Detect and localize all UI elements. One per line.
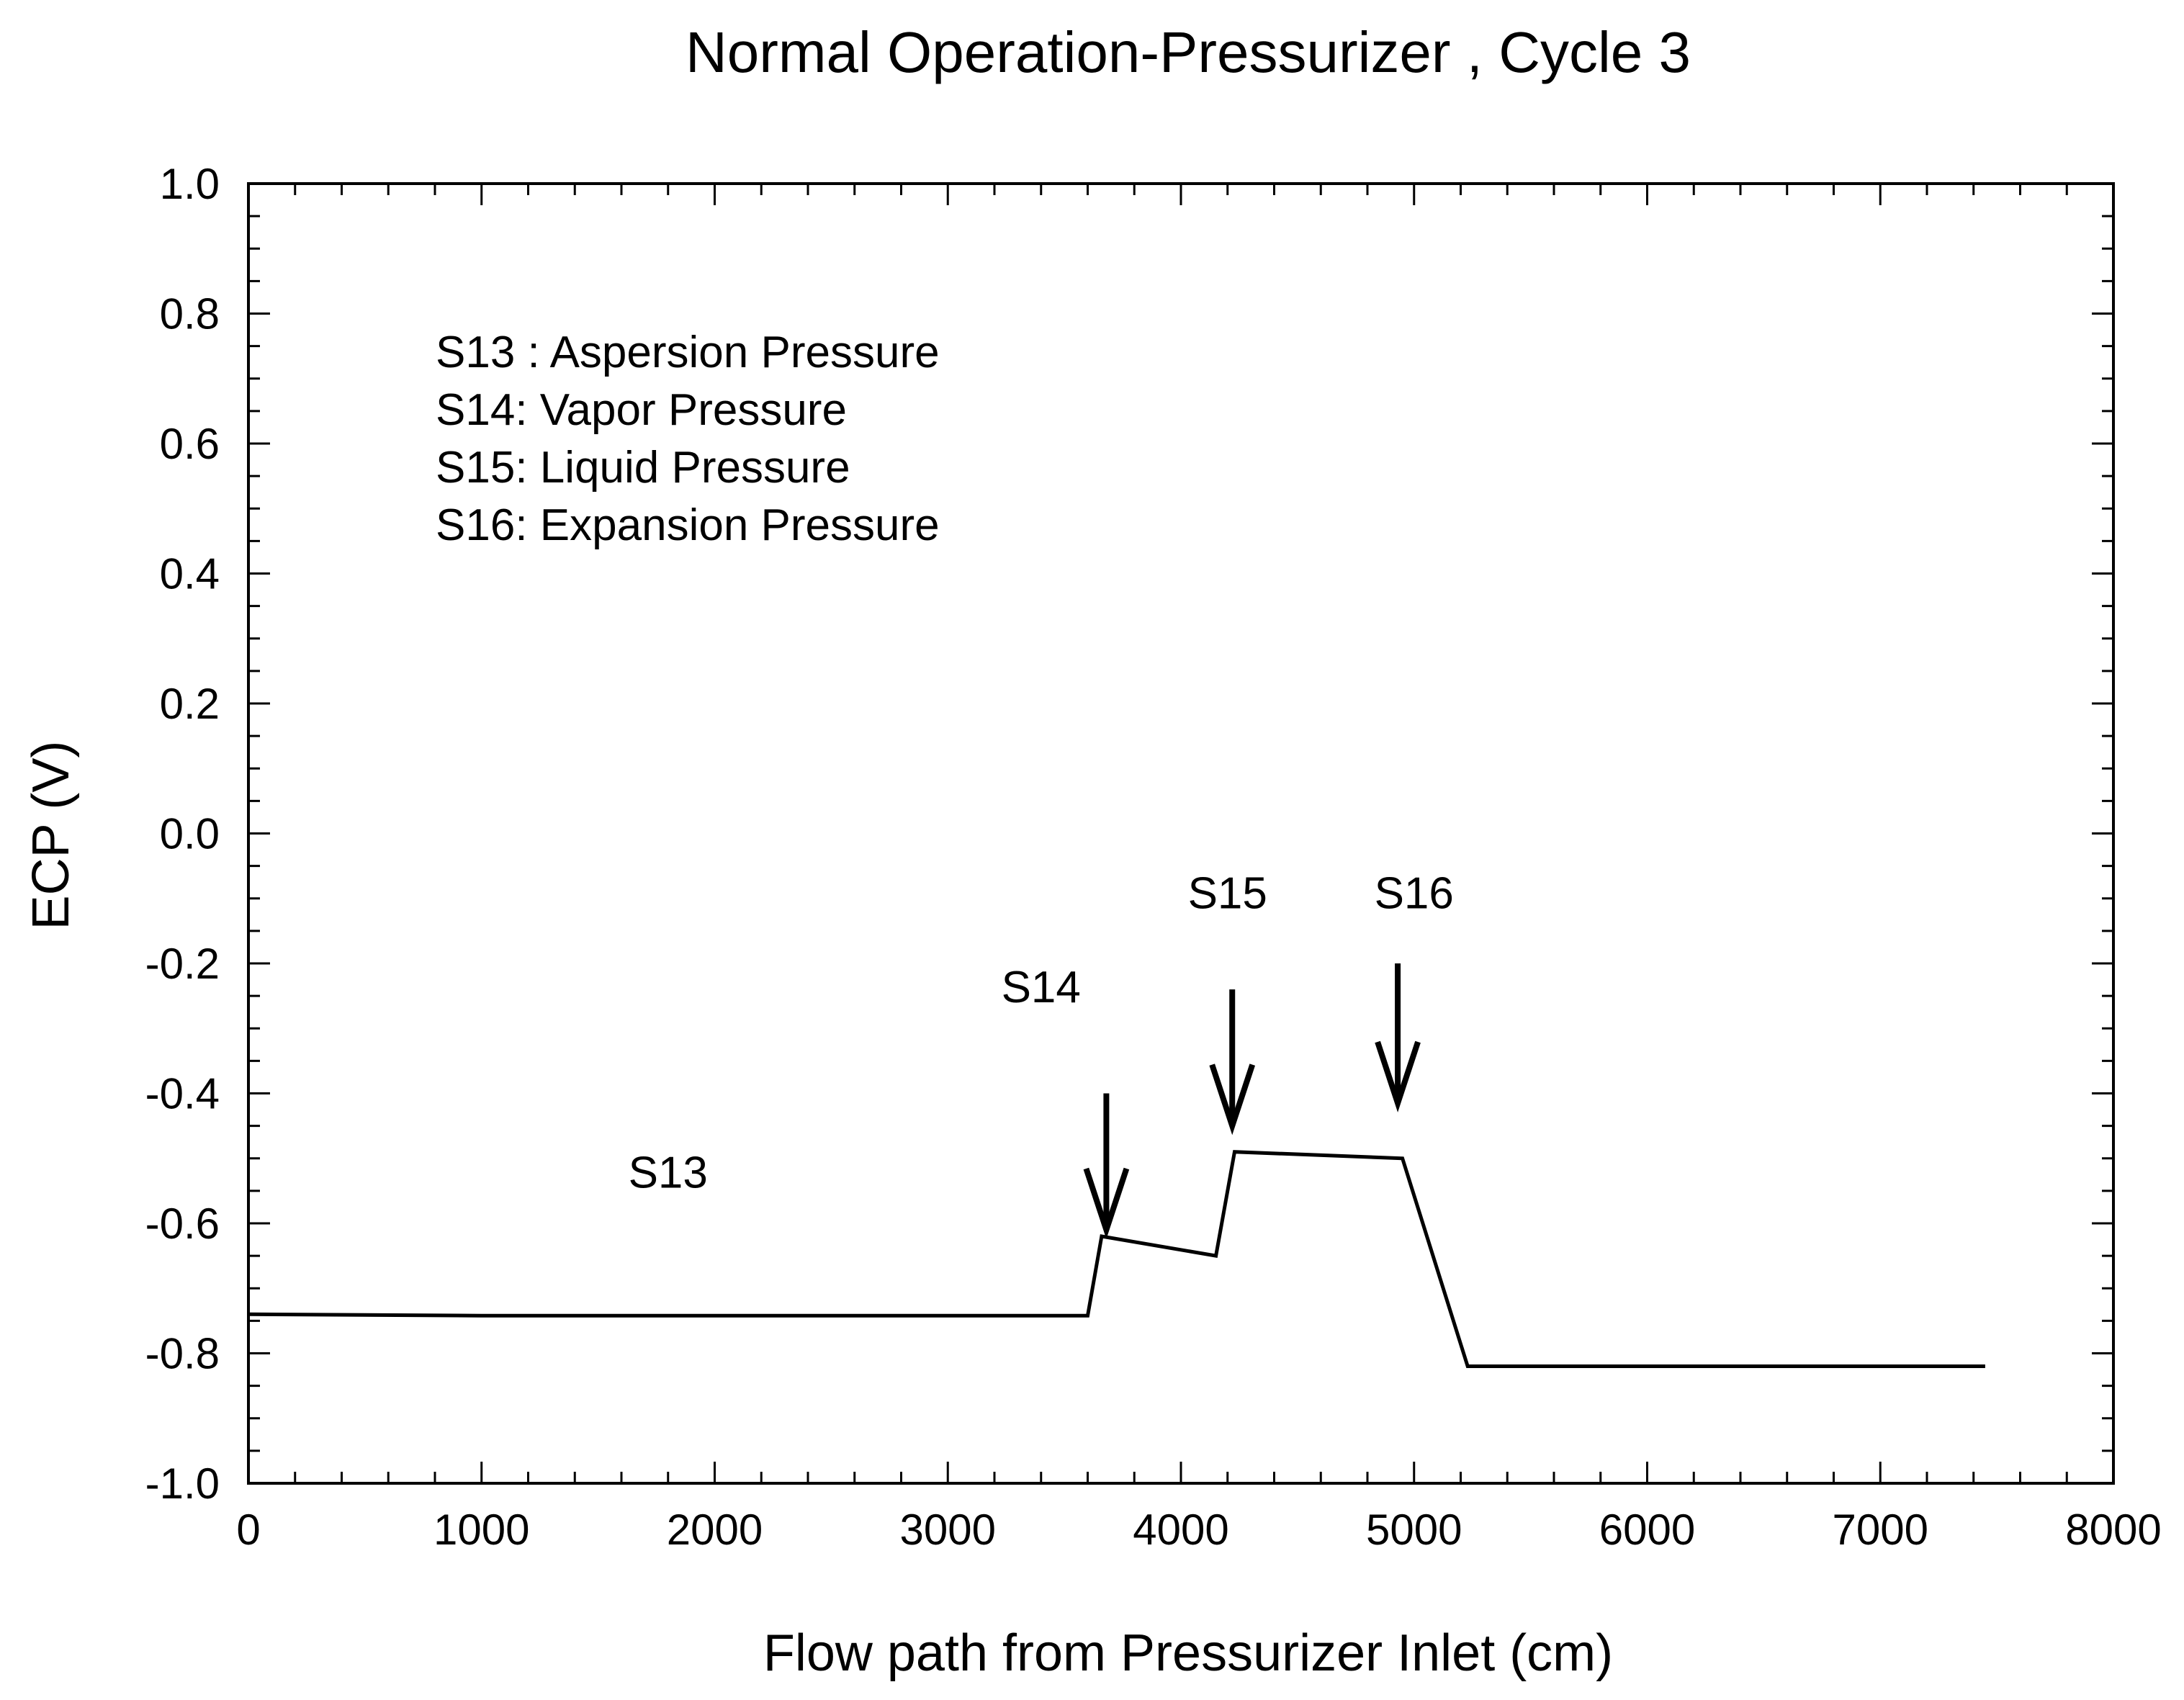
x-tick-label: 4000 xyxy=(1133,1506,1228,1554)
legend: S13 : Aspersion Pressure S14: Vapor Press… xyxy=(436,328,940,550)
y-tick-label: 0.2 xyxy=(160,680,220,728)
axis-ticks: 0 1000 2000 3000 4000 5000 6000 7000 8000 1.0 0.8 0… xyxy=(145,160,2162,1554)
legend-entry: S14: Vapor Pressure xyxy=(436,385,847,435)
y-tick-label: 0.4 xyxy=(160,550,220,598)
arrow-head-s14 xyxy=(1083,1167,1130,1239)
series-line-ecp xyxy=(248,1150,1985,1368)
x-tick-label: 5000 xyxy=(1366,1506,1462,1554)
y-tick-label: -1.0 xyxy=(145,1460,220,1508)
y-tick-label: 0.8 xyxy=(160,290,220,338)
annotation-label-s15: S15 xyxy=(1188,868,1267,918)
plot-frame xyxy=(247,182,2115,1485)
x-tick-label: 0 xyxy=(236,1506,260,1554)
annotation-label-s14: S14 xyxy=(1002,963,1081,1012)
y-tick-label: 0.6 xyxy=(160,420,220,468)
y-tick-label: 0.0 xyxy=(160,810,220,858)
x-tick-label: 1000 xyxy=(433,1506,529,1554)
x-tick-label: 6000 xyxy=(1599,1506,1695,1554)
series-layer xyxy=(248,1150,1985,1368)
plot-frame-rect xyxy=(247,182,2115,1485)
x-tick-label: 2000 xyxy=(667,1506,763,1554)
legend-entry: S16: Expansion Pressure xyxy=(436,500,940,550)
y-tick-label: -0.6 xyxy=(145,1200,220,1248)
y-tick-label: -0.2 xyxy=(145,940,220,988)
y-tick-label: -0.4 xyxy=(145,1070,220,1118)
annotation-label-s13: S13 xyxy=(629,1148,708,1197)
y-tick-label: 1.0 xyxy=(160,160,220,208)
arrow-head-s16 xyxy=(1375,1040,1421,1112)
legend-entry: S13 : Aspersion Pressure xyxy=(436,328,940,377)
y-tick-label: -0.8 xyxy=(145,1330,220,1378)
legend-entry: S15: Liquid Pressure xyxy=(436,443,850,493)
x-tick-label: 8000 xyxy=(2065,1506,2161,1554)
x-tick-label: 7000 xyxy=(1833,1506,1928,1554)
chart-title: Normal Operation-Pressurizer , Cycle 3 xyxy=(686,20,1691,84)
annotation-label-s16: S16 xyxy=(1375,868,1454,918)
arrow-head-s15 xyxy=(1209,1063,1256,1135)
y-axis-label: ECP (V) xyxy=(22,741,80,930)
annotations: S13 S14 S15 S16 xyxy=(629,868,1454,1239)
x-axis-label: Flow path from Pressurizer Inlet (cm) xyxy=(763,1624,1613,1682)
x-tick-label: 3000 xyxy=(900,1506,996,1554)
